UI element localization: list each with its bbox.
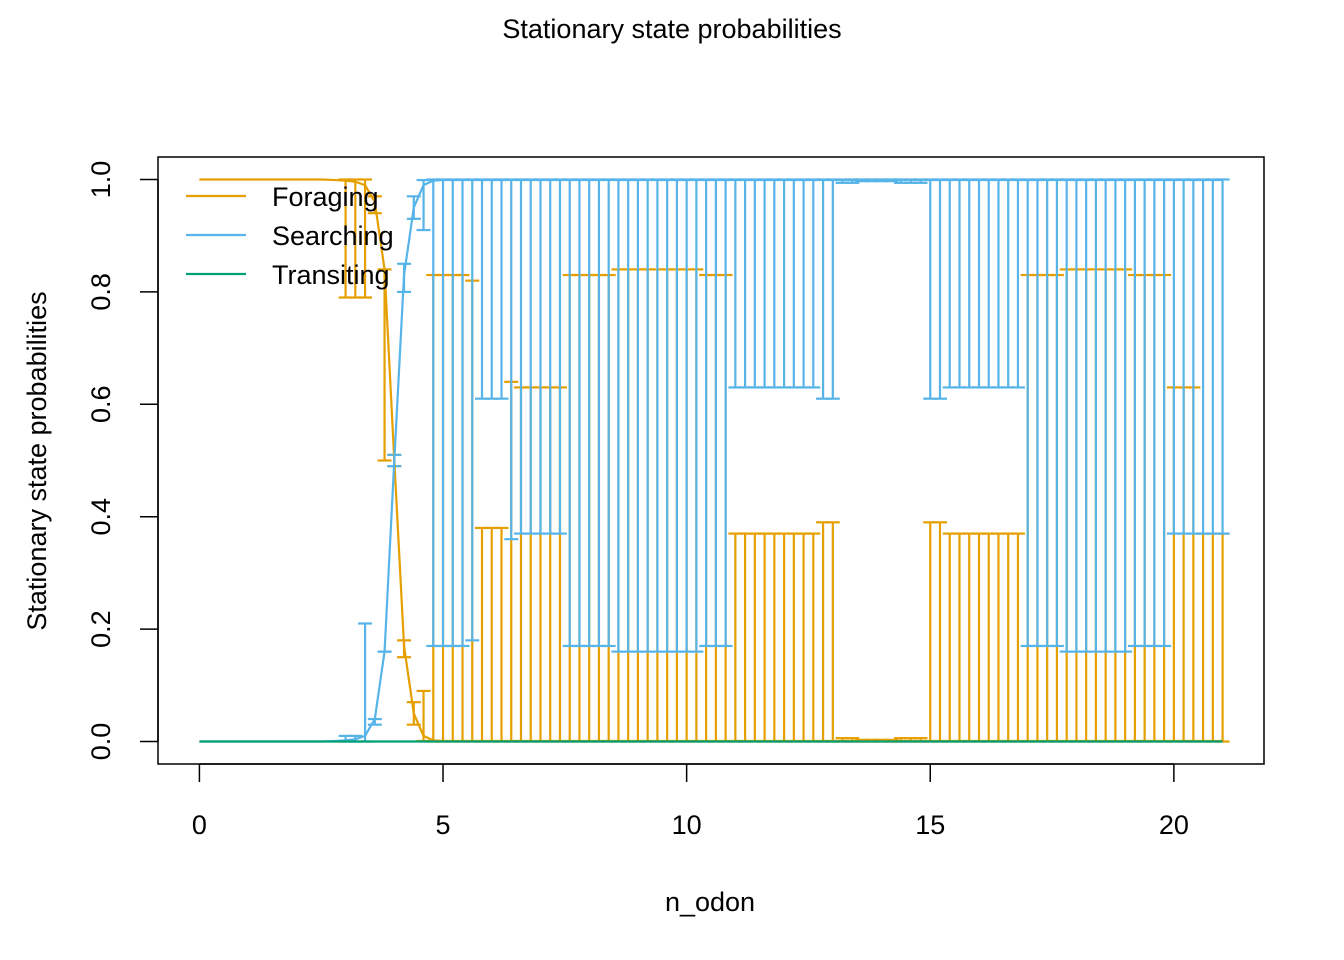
x-tick-label: 10 — [672, 810, 702, 840]
chart-title: Stationary state probabilities — [502, 14, 841, 44]
axes: 0 5 10 15 20 0.0 0.2 0.4 0.6 0.8 1.0 — [86, 156, 1265, 840]
legend-label-foraging: Foraging — [272, 182, 379, 212]
y-tick-label: 0.4 — [86, 498, 116, 536]
x-tick-label: 0 — [192, 810, 207, 840]
y-tick-label: 0.8 — [86, 273, 116, 311]
y-tick-label: 1.0 — [86, 161, 116, 199]
y-axis-label: Stationary state probabilities — [22, 291, 52, 630]
legend: Foraging Searching Transiting — [186, 182, 394, 290]
legend-label-searching: Searching — [272, 221, 394, 251]
y-tick-label: 0.2 — [86, 610, 116, 648]
x-tick-label: 5 — [436, 810, 451, 840]
x-tick-label: 15 — [915, 810, 945, 840]
x-axis-label: n_odon — [665, 887, 755, 917]
plot-area — [199, 178, 1230, 743]
y-tick-label: 0.6 — [86, 386, 116, 424]
legend-label-transiting: Transiting — [272, 260, 390, 290]
y-tick-label: 0.0 — [86, 723, 116, 761]
x-tick-label: 20 — [1159, 810, 1189, 840]
